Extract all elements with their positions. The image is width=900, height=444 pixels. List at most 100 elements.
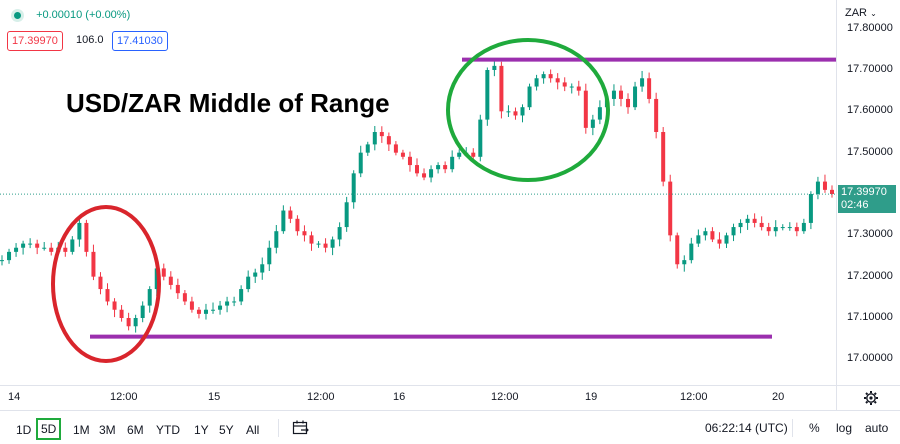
utc-clock[interactable]: 06:22:14 (UTC) xyxy=(705,421,788,435)
candle-body xyxy=(569,86,574,88)
range-ytd[interactable]: YTD xyxy=(156,423,180,437)
candle-body xyxy=(309,235,314,244)
candle-body xyxy=(211,309,216,311)
log-scale-toggle[interactable]: log xyxy=(836,421,853,435)
candle-body xyxy=(633,86,638,108)
candle-body xyxy=(555,78,560,83)
candle-body xyxy=(154,268,159,290)
candle-body xyxy=(611,90,616,99)
time-tick-label: 20 xyxy=(772,391,785,403)
candle-body xyxy=(302,231,307,236)
time-axis[interactable]: 14 12:00 15 12:00 16 12:00 19 12:00 20 xyxy=(0,385,836,410)
range-1d[interactable]: 1D xyxy=(16,423,32,437)
range-6m[interactable]: 6M xyxy=(127,423,144,437)
candle-body xyxy=(492,65,497,70)
chart-area[interactable]: +0.00010 (+0.00%) 17.39970 106.0 17.4103… xyxy=(0,0,836,385)
candle-body xyxy=(77,222,82,240)
candle-body xyxy=(745,218,750,223)
percent-scale-toggle[interactable]: % xyxy=(809,421,820,435)
bid-price[interactable]: 17.39970 xyxy=(7,31,63,51)
candle-body xyxy=(689,243,694,261)
candle-body xyxy=(189,301,194,310)
candle-body xyxy=(422,173,427,178)
candle-body xyxy=(830,189,834,194)
date-range-icon[interactable] xyxy=(292,420,310,436)
candle-body xyxy=(98,276,103,290)
candle-body xyxy=(738,222,743,228)
candle-body xyxy=(436,165,441,170)
chart-settings-button[interactable] xyxy=(836,385,900,410)
range-1y[interactable]: 1Y xyxy=(194,423,209,437)
range-bottom-circle xyxy=(51,205,161,363)
candle-body xyxy=(218,305,223,310)
candle-body xyxy=(239,289,244,302)
candle-body xyxy=(35,243,40,248)
candle-body xyxy=(626,98,631,108)
candle-body xyxy=(647,78,652,99)
ask-price[interactable]: 17.41030 xyxy=(112,31,168,51)
candle-body xyxy=(506,111,511,113)
ticker-row: +0.00010 (+0.00%) xyxy=(14,9,130,21)
bar-countdown: 02:46 xyxy=(841,199,869,212)
price-tick-label: 17.10000 xyxy=(847,311,893,323)
candle-body xyxy=(773,227,778,232)
candle-body xyxy=(450,156,455,170)
candle-body xyxy=(182,293,187,302)
candle-body xyxy=(471,152,476,157)
range-all[interactable]: All xyxy=(246,423,260,437)
candle-body xyxy=(330,239,335,248)
candle-body xyxy=(752,218,757,223)
candle-body xyxy=(133,318,138,327)
candle-body xyxy=(429,169,434,178)
range-5d[interactable]: 5D xyxy=(36,418,62,440)
time-tick-label: 12:00 xyxy=(110,391,138,403)
price-tick-label: 17.20000 xyxy=(847,269,893,282)
price-tick-label: 17.50000 xyxy=(847,145,893,158)
candle-body xyxy=(105,289,110,302)
currency-menu[interactable]: ZAR ⌄ xyxy=(845,7,877,19)
candle-body xyxy=(161,268,166,277)
range-5y[interactable]: 5Y xyxy=(219,423,234,437)
candle-body xyxy=(91,251,96,277)
candle-body xyxy=(485,70,490,120)
candle-body xyxy=(443,165,448,170)
candle-body xyxy=(590,119,595,128)
candle-body xyxy=(478,119,483,157)
candle-body xyxy=(520,107,525,116)
candle-body xyxy=(499,65,504,112)
candle-body xyxy=(724,235,729,244)
candle-body xyxy=(351,173,356,203)
candle-body xyxy=(393,144,398,153)
auto-scale-toggle[interactable]: auto xyxy=(865,421,889,435)
spread-value: 106.0 xyxy=(74,31,106,49)
chart-title: USD/ZAR Middle of Range xyxy=(66,88,390,118)
candle-body xyxy=(794,227,799,232)
candle-body xyxy=(640,78,645,87)
live-dot-icon xyxy=(14,11,21,19)
candle-body xyxy=(583,90,588,128)
price-chart[interactable] xyxy=(0,0,836,385)
candle-body xyxy=(225,301,230,306)
candle-body xyxy=(668,181,673,236)
candle-body xyxy=(618,90,623,99)
range-1m[interactable]: 1M xyxy=(73,423,90,437)
candle-body xyxy=(597,107,602,120)
candle-body xyxy=(274,231,279,248)
time-tick-label: 14 xyxy=(8,391,21,403)
candle-body xyxy=(815,181,820,194)
candle-body xyxy=(513,111,518,116)
gear-icon xyxy=(864,391,878,405)
candle-body xyxy=(21,243,26,248)
candle-body xyxy=(84,222,89,252)
candle-body xyxy=(203,309,208,314)
candle-body xyxy=(295,218,300,232)
candle-body xyxy=(70,239,75,252)
candle-body xyxy=(28,243,33,245)
candle-body xyxy=(661,132,666,182)
candle-body xyxy=(386,136,391,145)
candle-body xyxy=(175,284,180,294)
range-3m[interactable]: 3M xyxy=(99,423,116,437)
candle-body xyxy=(316,243,321,245)
chevron-down-icon: ⌄ xyxy=(870,9,877,18)
candle-body xyxy=(787,227,792,229)
